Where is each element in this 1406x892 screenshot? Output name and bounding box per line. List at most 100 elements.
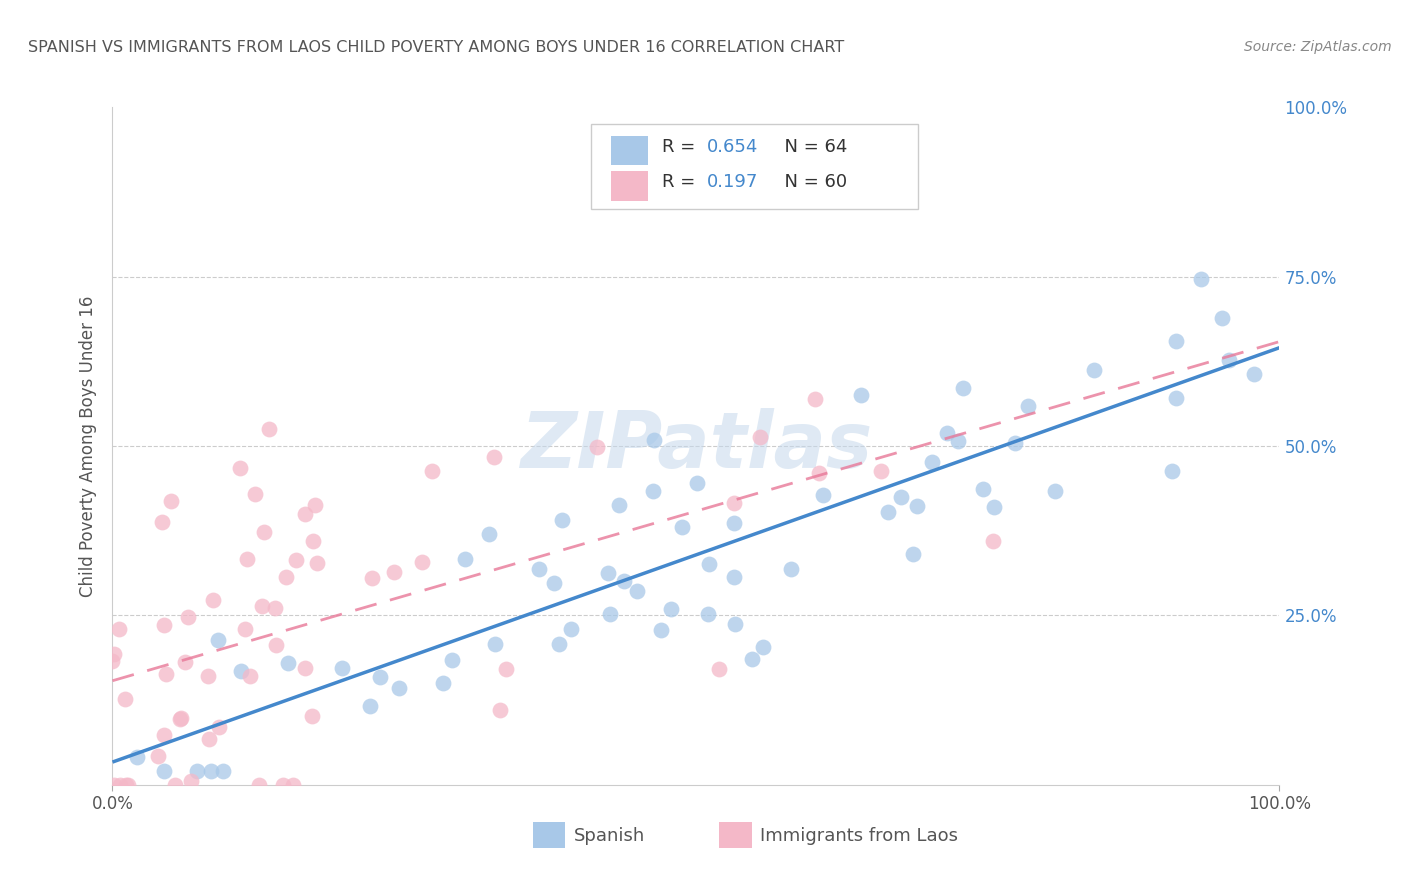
Point: [294, 661, 316, 675]
Point: [330, 661, 353, 675]
Point: [165, 778, 187, 792]
Point: [388, 681, 411, 695]
Point: [432, 676, 454, 690]
Point: [301, 709, 323, 723]
Point: [108, 778, 131, 792]
Text: Source: ZipAtlas.com: Source: ZipAtlas.com: [1244, 40, 1392, 54]
Point: [153, 764, 176, 779]
Point: [723, 516, 745, 530]
Text: 0.197: 0.197: [706, 173, 758, 191]
Point: [650, 623, 672, 637]
Point: [484, 450, 506, 465]
Point: [239, 669, 262, 683]
Point: [709, 662, 731, 676]
Point: [948, 434, 970, 448]
Point: [153, 618, 176, 632]
Point: [200, 764, 222, 779]
FancyBboxPatch shape: [720, 822, 752, 848]
Point: [264, 638, 287, 652]
Point: [148, 748, 170, 763]
Point: [626, 584, 648, 599]
Point: [197, 732, 219, 747]
Point: [489, 703, 512, 717]
Point: [174, 655, 197, 669]
Point: [247, 778, 270, 792]
Point: [901, 548, 924, 562]
FancyBboxPatch shape: [533, 822, 565, 848]
Point: [117, 778, 139, 792]
Point: [114, 691, 136, 706]
Text: N = 64: N = 64: [773, 137, 848, 155]
Point: [177, 610, 200, 624]
Point: [779, 562, 801, 576]
Point: [208, 720, 231, 734]
Point: [285, 553, 308, 567]
Point: [1004, 435, 1026, 450]
Point: [153, 728, 176, 742]
Point: [851, 388, 873, 402]
Point: [811, 488, 834, 502]
Point: [259, 422, 281, 436]
Point: [1243, 367, 1265, 381]
Point: [454, 551, 477, 566]
Point: [159, 494, 181, 508]
Point: [748, 430, 770, 444]
Point: [103, 647, 125, 661]
Point: [169, 712, 191, 726]
Point: [1017, 400, 1039, 414]
Point: [231, 664, 253, 678]
Text: N = 60: N = 60: [773, 173, 848, 191]
Text: Immigrants from Laos: Immigrants from Laos: [761, 827, 957, 845]
Point: [304, 498, 326, 512]
Point: [250, 599, 273, 614]
Point: [101, 654, 124, 668]
Point: [169, 711, 191, 725]
Point: [108, 622, 131, 636]
Point: [294, 507, 316, 521]
Point: [360, 571, 382, 585]
Point: [382, 565, 405, 579]
FancyBboxPatch shape: [610, 136, 648, 165]
Point: [103, 778, 125, 792]
Point: [723, 496, 745, 510]
Point: [612, 574, 634, 589]
Text: R =: R =: [662, 173, 702, 191]
Point: [305, 556, 328, 570]
Point: [936, 425, 959, 440]
Point: [972, 482, 994, 496]
Point: [212, 764, 235, 779]
Point: [1189, 272, 1212, 286]
Point: [236, 552, 259, 566]
Point: [807, 467, 830, 481]
Point: [180, 774, 202, 789]
Point: [607, 498, 630, 512]
Point: [202, 593, 225, 607]
Point: [697, 558, 720, 572]
Point: [599, 607, 621, 621]
Point: [1164, 391, 1187, 405]
Point: [803, 392, 825, 406]
Point: [543, 576, 565, 591]
Point: [411, 555, 433, 569]
Point: [422, 464, 444, 478]
FancyBboxPatch shape: [610, 171, 648, 201]
Point: [890, 491, 912, 505]
Point: [495, 662, 517, 676]
Y-axis label: Child Poverty Among Boys Under 16: Child Poverty Among Boys Under 16: [79, 295, 97, 597]
Point: [550, 513, 572, 527]
Point: [368, 670, 391, 684]
Point: [359, 698, 381, 713]
Point: [752, 640, 775, 655]
Point: [253, 524, 276, 539]
Text: ZIPatlas: ZIPatlas: [520, 408, 872, 484]
Point: [586, 440, 609, 454]
Point: [150, 515, 173, 529]
Point: [207, 633, 229, 648]
Point: [686, 476, 709, 491]
FancyBboxPatch shape: [591, 124, 918, 209]
Text: Spanish: Spanish: [574, 827, 645, 845]
Point: [155, 666, 177, 681]
Point: [115, 778, 138, 792]
Point: [598, 566, 620, 580]
Text: R =: R =: [662, 137, 702, 155]
